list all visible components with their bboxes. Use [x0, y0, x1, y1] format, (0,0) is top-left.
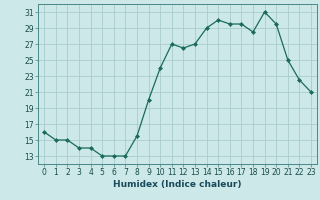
X-axis label: Humidex (Indice chaleur): Humidex (Indice chaleur)	[113, 180, 242, 189]
